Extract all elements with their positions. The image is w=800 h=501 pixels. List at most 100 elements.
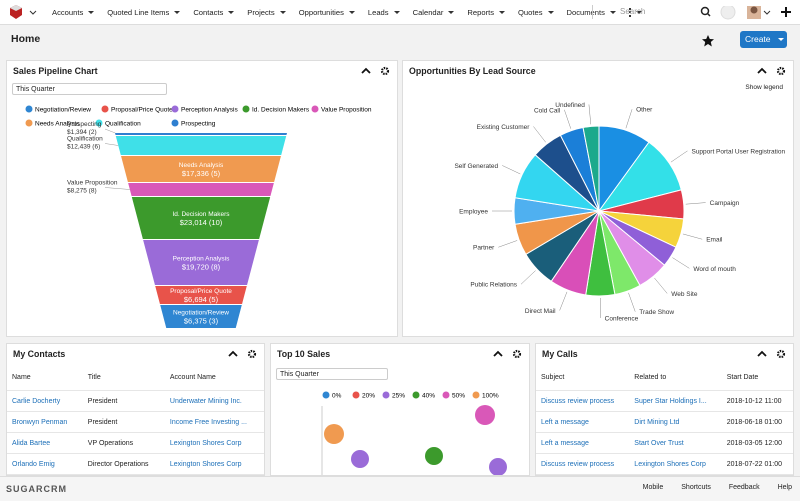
cell-link[interactable]: Start Over Trust <box>634 440 683 447</box>
collapse-icon[interactable] <box>494 352 502 356</box>
settings-icon[interactable] <box>778 351 784 357</box>
funnel-segment[interactable] <box>115 133 287 135</box>
funnel-amount: $12,439 (6) <box>67 144 100 151</box>
bubble[interactable] <box>324 424 344 444</box>
create-label[interactable]: Create <box>745 34 771 44</box>
legend-dot <box>383 392 390 399</box>
bubble[interactable] <box>489 458 507 476</box>
footer-link[interactable]: Feedback <box>729 484 760 491</box>
dashlet-title: My Calls <box>542 349 578 359</box>
collapse-icon[interactable] <box>362 69 370 73</box>
footer-links: Mobile Shortcuts Feedback Help <box>643 484 792 491</box>
cell-link[interactable]: Super Star Holdings I... <box>634 398 706 405</box>
nav-item[interactable]: Quoted Line Items <box>107 8 180 17</box>
legend-label: Proposal/Price Quote <box>111 106 173 113</box>
cell-link[interactable]: Discuss review process <box>541 398 614 405</box>
nav-item[interactable]: Calendar <box>413 8 455 17</box>
column-header[interactable]: Related to <box>629 364 721 391</box>
table-cell: Lexington Shores Corp <box>165 454 265 475</box>
nav-item[interactable]: Contacts <box>193 8 234 17</box>
cell-link[interactable]: Orlando Emig <box>12 461 55 468</box>
settings-icon[interactable] <box>514 351 520 357</box>
cell-link[interactable]: Left a message <box>541 440 589 447</box>
table-cell: Start Over Trust <box>629 433 721 454</box>
favorite-icon[interactable] <box>702 35 714 47</box>
table-cell: 2018-07-22 01:00 <box>722 454 794 475</box>
cell-link[interactable]: Alida Bartee <box>12 440 50 447</box>
funnel-chart: Negotiation/Review Proposal/Price Quote Pe… <box>7 61 399 338</box>
funnel-segment[interactable] <box>128 183 274 196</box>
leader-line <box>105 188 130 190</box>
legend-label: Perception Analysis <box>181 106 238 113</box>
bubble-chart: 0%20%25%40%50%100% <box>271 344 530 476</box>
table-cell: 2018-06-18 01:00 <box>722 412 794 433</box>
leader-line <box>533 126 545 142</box>
slice-label: Support Portal User Registration <box>691 148 785 155</box>
cell-link[interactable]: Discuss review process <box>541 461 614 468</box>
table-row: Left a message Dirt Mining Ltd 2018-06-18 … <box>536 412 794 433</box>
legend-label: Negotiation/Review <box>35 106 91 113</box>
nav-item[interactable]: Opportunities <box>299 8 355 17</box>
table-row: Left a message Start Over Trust 2018-03-05… <box>536 433 794 454</box>
page-title: Home <box>11 33 40 45</box>
create-button[interactable]: Create <box>740 31 787 48</box>
funnel-segment[interactable] <box>116 136 286 155</box>
legend-dot <box>243 106 250 113</box>
cell-link[interactable]: Lexington Shores Corp <box>170 461 242 468</box>
nav-item[interactable]: Reports <box>467 8 505 17</box>
bubble[interactable] <box>475 405 495 425</box>
collapse-icon[interactable] <box>758 69 766 73</box>
nav-item[interactable]: Quotes <box>518 8 553 17</box>
funnel-label: Proposal/Price Quote <box>170 288 232 295</box>
footer-link[interactable]: Help <box>778 484 792 491</box>
column-header[interactable]: Title <box>83 364 165 391</box>
slice-label: Conference <box>605 315 639 322</box>
column-header[interactable]: Start Date <box>722 364 794 391</box>
cell-link[interactable]: Income Free Investing ... <box>170 419 247 426</box>
table-cell: Left a message <box>536 412 629 433</box>
nav-item[interactable]: Accounts <box>52 8 94 17</box>
bubble[interactable] <box>425 447 443 465</box>
collapse-icon[interactable] <box>758 352 766 356</box>
nav-item[interactable]: Projects <box>247 8 285 17</box>
settings-icon[interactable] <box>249 351 255 357</box>
cell-link[interactable]: Left a message <box>541 419 589 426</box>
table-cell: Super Star Holdings I... <box>629 391 721 412</box>
cell-text: VP Operations <box>88 440 133 447</box>
legend-label: Value Proposition <box>321 106 372 113</box>
logo-icon[interactable] <box>8 5 38 19</box>
cell-link[interactable]: Underwater Mining Inc. <box>170 398 242 405</box>
nav-item[interactable]: Leads <box>368 8 400 17</box>
column-header[interactable]: Account Name <box>165 364 265 391</box>
dashlet-controls <box>361 66 391 76</box>
cell-link[interactable]: Carlie Docherty <box>12 398 60 405</box>
cell-text: 2018-07-22 01:00 <box>727 461 782 468</box>
settings-icon[interactable] <box>778 68 784 74</box>
cell-link[interactable]: Dirt Mining Ltd <box>634 419 679 426</box>
footer-link[interactable]: Mobile <box>643 484 664 491</box>
column-header[interactable]: Subject <box>536 364 629 391</box>
slice-label: Web Site <box>671 291 698 298</box>
legend-dot <box>473 392 480 399</box>
legend-label: 40% <box>422 392 435 399</box>
cell-link[interactable]: Lexington Shores Corp <box>634 461 706 468</box>
footer-link[interactable]: Shortcuts <box>681 484 711 491</box>
collapse-icon[interactable] <box>229 352 237 356</box>
legend-label: Id. Decision Makers <box>252 106 310 113</box>
cell-link[interactable]: Lexington Shores Corp <box>170 440 242 447</box>
cell-text: 2018-03-05 12:00 <box>727 440 782 447</box>
cell-link[interactable]: Bronwyn Penman <box>12 419 67 426</box>
slice-label: Direct Mail <box>525 308 556 315</box>
bubble[interactable] <box>351 450 369 468</box>
settings-icon[interactable] <box>382 68 388 74</box>
legend-dot <box>102 106 109 113</box>
funnel-label: Prospecting <box>67 121 102 128</box>
table-cell: Dirt Mining Ltd <box>629 412 721 433</box>
slice-label: Email <box>706 237 723 244</box>
column-header[interactable]: Name <box>7 364 83 391</box>
table-cell: Discuss review process <box>536 391 629 412</box>
